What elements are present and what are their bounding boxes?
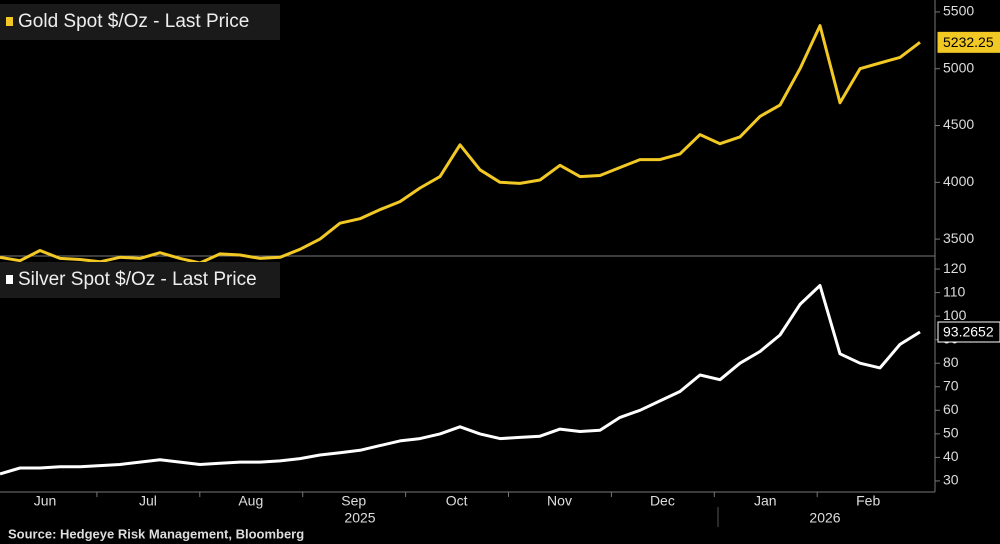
- x-tick-label: Sep: [341, 493, 366, 509]
- x-tick-label: Jul: [139, 493, 157, 509]
- legend-bg: [0, 4, 280, 40]
- year-label: 2026: [809, 510, 840, 526]
- legend-label: Silver Spot $/Oz - Last Price: [18, 269, 257, 290]
- series-line: [0, 24, 921, 265]
- y-tick-label: 110: [943, 283, 966, 299]
- x-tick-label: Dec: [650, 493, 675, 509]
- legend-swatch: [6, 17, 13, 26]
- year-label: 2025: [344, 510, 375, 526]
- y-tick-label: 100: [943, 307, 967, 323]
- x-tick-label: Aug: [238, 493, 263, 509]
- y-tick-label: 5000: [943, 59, 974, 75]
- y-tick-label: 4000: [943, 173, 974, 189]
- y-tick-label: 120: [943, 260, 967, 276]
- x-tick-label: Jan: [754, 493, 777, 509]
- x-tick-label: Feb: [856, 493, 880, 509]
- y-tick-label: 4500: [943, 116, 974, 132]
- y-tick-label: 30: [943, 472, 959, 488]
- y-tick-label: 50: [943, 425, 959, 441]
- last-value-box: [937, 321, 1000, 343]
- x-tick-label: Oct: [446, 493, 468, 509]
- legend-bg: [0, 262, 280, 298]
- last-value-box: [937, 31, 1000, 53]
- last-value-label: 5232.25: [943, 34, 994, 50]
- x-tick-label: Jun: [34, 493, 57, 509]
- y-tick-label: 60: [943, 401, 959, 417]
- last-value-label: 93.2652: [943, 324, 994, 340]
- y-tick-label: 5500: [943, 3, 974, 19]
- legend-label: Gold Spot $/Oz - Last Price: [18, 11, 249, 32]
- series-line: [0, 284, 921, 476]
- y-tick-label: 40: [943, 448, 959, 464]
- y-tick-label: 80: [943, 354, 959, 370]
- y-tick-label: 70: [943, 377, 959, 393]
- legend-swatch: [6, 275, 13, 284]
- y-tick-label: 3500: [943, 230, 974, 246]
- x-tick-label: Nov: [547, 493, 572, 509]
- source: Source: Hedgeye Risk Management, Bloombe…: [8, 526, 304, 541]
